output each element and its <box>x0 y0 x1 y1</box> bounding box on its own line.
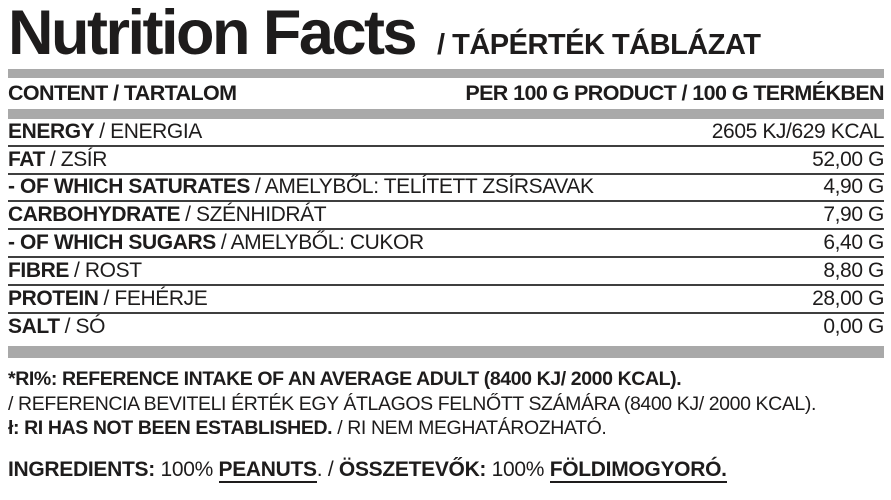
page-title: Nutrition Facts <box>8 0 418 68</box>
nutrient-value: 4,90 G <box>823 175 884 199</box>
footnote-ri-na-hu: / RI NEM MEGHATÁROZHATÓ. <box>332 417 607 440</box>
ingredients-label-hu: ÖSSZETEVŐK: <box>338 457 487 481</box>
divider-bar-top <box>8 69 884 78</box>
nutrient-label-hu: / ZSÍR <box>49 147 108 171</box>
ingredients-item-en: PEANUTS <box>218 457 317 483</box>
nutrient-label: - OF WHICH SUGARS / AMELYBŐL: CUKOR <box>8 231 424 255</box>
table-row: FIBRE / ROST 8,80 G <box>8 258 884 286</box>
table-row: SALT / SÓ 0,00 G <box>8 314 884 342</box>
nutrient-label-hu: / SÓ <box>64 315 106 339</box>
footnote-reference-intake-hu: / REFERENCIA BEVITELI ÉRTÉK EGY ÁTLAGOS … <box>8 392 883 417</box>
nutrient-value: 28,00 G <box>812 286 884 310</box>
nutrient-label: FAT / ZSÍR <box>8 148 107 172</box>
ingredients-line: INGREDIENTS: 100% PEANUTS. / ÖSSZETEVŐK:… <box>0 441 891 483</box>
ingredients-label-en: INGREDIENTS: <box>8 457 155 481</box>
nutrient-value: 0,00 G <box>823 315 884 339</box>
nutrient-label-en: FIBRE <box>8 258 70 282</box>
nutrient-label: SALT / SÓ <box>8 315 105 339</box>
nutrient-label: FIBRE / ROST <box>8 259 142 283</box>
nutrient-label-hu: / SZÉNHIDRÁT <box>185 203 327 227</box>
nutrient-label-hu: / ENERGIA <box>99 119 202 143</box>
footnote-ri-hu: / REFERENCIA BEVITELI ÉRTÉK EGY ÁTLAGOS … <box>8 392 816 415</box>
nutrient-label-en: FAT <box>8 147 45 171</box>
column-header-content: CONTENT / TARTALOM <box>8 81 237 105</box>
footnote-ri-na-en: ł: RI HAS NOT BEEN ESTABLISHED. <box>8 417 333 440</box>
nutrient-label-hu: / AMELYBŐL: TELÍTETT ZSÍRSAVAK <box>255 175 594 199</box>
nutrient-label-en: - OF WHICH SATURATES <box>8 175 251 199</box>
table-column-header: CONTENT / TARTALOM PER 100 G PRODUCT / 1… <box>0 78 891 109</box>
nutrient-label-hu: / AMELYBŐL: CUKOR <box>220 231 424 255</box>
table-row: CARBOHYDRATE / SZÉNHIDRÁT 7,90 G <box>8 202 884 231</box>
nutrient-value: 8,80 G <box>823 258 884 282</box>
table-row: - OF WHICH SATURATES / AMELYBŐL: TELÍTETT… <box>8 175 884 203</box>
ingredients-amount-hu: 100% <box>486 457 550 481</box>
footnote-ri-en: *RI%: REFERENCE INTAKE OF AN AVERAGE ADU… <box>8 368 682 391</box>
footnotes: *RI%: REFERENCE INTAKE OF AN AVERAGE ADU… <box>0 358 891 441</box>
nutrient-value: 7,90 G <box>823 203 884 227</box>
nutrient-label-en: - OF WHICH SUGARS <box>8 231 216 255</box>
divider-bar-bottom <box>8 346 884 359</box>
table-row: FAT / ZSÍR 52,00 G <box>8 147 884 175</box>
nutrient-label: ENERGY / ENERGIA <box>8 120 202 144</box>
footnote-ri-not-established: ł: RI HAS NOT BEEN ESTABLISHED. / RI NEM… <box>8 416 883 441</box>
nutrient-label-hu: / ROST <box>74 258 142 282</box>
nutrient-table: ENERGY / ENERGIA 2605 KJ/629 KCAL FAT / ZSÍR… <box>8 119 884 341</box>
nutrient-label-hu: / FEHÉRJE <box>103 286 208 310</box>
ingredients-item-hu: FÖLDIMOGYORÓ. <box>549 457 727 483</box>
nutrient-value: 6,40 G <box>823 231 884 255</box>
nutrient-label: CARBOHYDRATE / SZÉNHIDRÁT <box>8 203 327 227</box>
ingredients-separator: . / <box>316 457 339 481</box>
nutrient-label: PROTEIN / FEHÉRJE <box>8 286 208 311</box>
page-title-translation: / TÁPÉRTÉK TÁBLÁZAT <box>437 29 761 61</box>
nutrient-label-en: SALT <box>8 315 60 339</box>
table-row: PROTEIN / FEHÉRJE 28,00 G <box>8 286 884 314</box>
divider-bar-header <box>8 109 884 119</box>
label-header: Nutrition Facts / TÁPÉRTÉK TÁBLÁZAT <box>0 0 891 66</box>
nutrient-label-en: CARBOHYDRATE <box>8 203 181 227</box>
nutrient-label-en: PROTEIN <box>8 286 99 310</box>
nutrient-value: 52,00 G <box>812 147 884 171</box>
nutrient-label: - OF WHICH SATURATES / AMELYBŐL: TELÍTETT… <box>8 175 594 199</box>
table-row: - OF WHICH SUGARS / AMELYBŐL: CUKOR 6,40 G <box>8 230 884 258</box>
nutrient-value: 2605 KJ/629 KCAL <box>711 119 885 143</box>
ingredients-amount-en: 100% <box>154 457 219 481</box>
column-header-per-100g: PER 100 G PRODUCT / 100 G TERMÉKBEN <box>465 81 884 105</box>
table-row: ENERGY / ENERGIA 2605 KJ/629 KCAL <box>8 119 884 147</box>
nutrient-label-en: ENERGY <box>8 119 95 143</box>
footnote-reference-intake: *RI%: REFERENCE INTAKE OF AN AVERAGE ADU… <box>8 367 883 392</box>
